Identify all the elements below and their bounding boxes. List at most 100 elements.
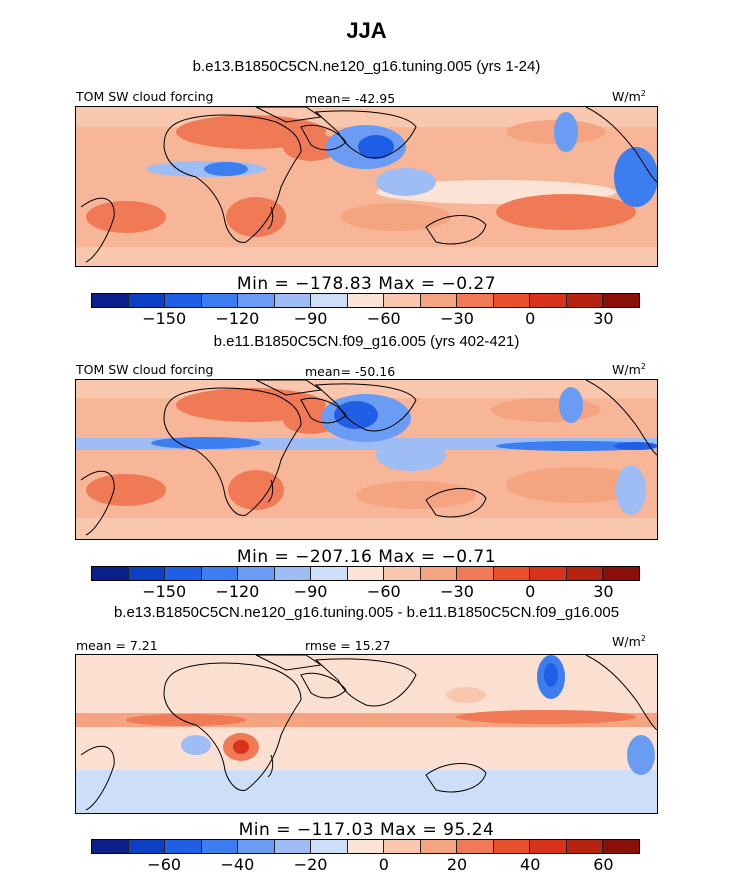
- panel3-rmse-label: rmse = 15.27: [305, 638, 391, 653]
- colorbar-tick-label: 20: [446, 855, 468, 874]
- panel3-coastlines: [80, 655, 657, 811]
- panel2-npac-blue: [559, 387, 583, 423]
- panel2-mean-label: mean= -50.16: [305, 364, 396, 379]
- panel1-units: W/m2: [612, 89, 646, 105]
- colorbar-swatch: [347, 567, 385, 580]
- panel1-map: [75, 106, 658, 267]
- colorbar-swatch: [274, 294, 312, 307]
- colorbar-swatch: [201, 567, 239, 580]
- colorbar-swatch: [347, 294, 385, 307]
- panel3-units: W/m2: [612, 634, 646, 650]
- panel2-spac-red: [506, 467, 646, 503]
- panel2-units: W/m2: [612, 362, 646, 378]
- colorbar-swatch: [530, 840, 567, 853]
- panel1-field-label: TOM SW cloud forcing: [76, 89, 214, 104]
- panel1-npac-blue: [554, 112, 578, 152]
- colorbar-swatch: [92, 840, 129, 853]
- colorbar-swatch: [201, 840, 239, 853]
- panel3-mean-label: mean = 7.21: [76, 638, 158, 653]
- colorbar-swatch: [566, 567, 604, 580]
- colorbar-swatch: [311, 294, 348, 307]
- colorbar-tick-label: 40: [520, 855, 541, 874]
- panel2-satl-red: [86, 474, 166, 506]
- colorbar-swatch: [165, 840, 202, 853]
- colorbar-swatch: [420, 567, 458, 580]
- panel1-africa-blue: [204, 162, 248, 176]
- panel2-map: [75, 379, 658, 540]
- panel2-field-label: TOM SW cloud forcing: [76, 362, 214, 377]
- panel3-minmax: Min = −117.03 Max = 95.24: [238, 820, 495, 840]
- panel3-colorbar: [91, 839, 640, 854]
- panel2-indian-red: [356, 481, 476, 509]
- panel3-gulf-guinea-blue: [181, 735, 211, 755]
- colorbar-swatch: [274, 567, 312, 580]
- colorbar-tick-label: −60: [366, 582, 401, 601]
- colorbar-tick-label: −40: [220, 855, 255, 874]
- panel1-bay-bengal-blue: [358, 135, 394, 159]
- colorbar-swatch: [384, 840, 421, 853]
- panel2-peru-blue: [616, 465, 646, 515]
- colorbar-tick-label: −60: [147, 855, 182, 874]
- page-title: JJA: [346, 18, 387, 43]
- panel2-epac-itcz-dark: [614, 442, 657, 450]
- panel3-atl-red: [126, 714, 246, 726]
- panel1-arabia-red: [283, 133, 339, 161]
- colorbar-tick-label: −150: [142, 309, 187, 328]
- panel1-spac-red: [496, 194, 636, 230]
- colorbar-swatch: [92, 567, 129, 580]
- colorbar-swatch: [530, 567, 567, 580]
- colorbar-tick-label: −90: [293, 309, 328, 328]
- colorbar-swatch: [311, 840, 348, 853]
- panel1-satl-red: [86, 201, 166, 233]
- panel2-colorbar: [91, 566, 640, 581]
- colorbar-tick-label: −90: [293, 582, 328, 601]
- panel2-npac-red: [491, 398, 601, 422]
- colorbar-swatch: [165, 294, 202, 307]
- colorbar-tick-label: 0: [525, 582, 536, 601]
- colorbar-swatch: [493, 567, 531, 580]
- colorbar-tick-label: −20: [293, 855, 328, 874]
- panel3-npac-dark-blue: [544, 663, 558, 687]
- panel1-map-svg: [76, 107, 657, 266]
- colorbar-swatch: [530, 294, 567, 307]
- colorbar-swatch: [201, 294, 239, 307]
- panel1-colorbar: [91, 293, 640, 308]
- colorbar-swatch: [603, 567, 639, 580]
- panel2-maritime-blue: [376, 439, 446, 471]
- colorbar-tick-label: −150: [142, 582, 187, 601]
- panel3-south-blue: [76, 770, 657, 813]
- colorbar-swatch: [128, 567, 166, 580]
- colorbar-tick-label: 30: [593, 582, 614, 601]
- panel2-case-title: b.e11.B1850C5CN.f09_g16.005 (yrs 402-421…: [213, 333, 520, 350]
- colorbar-tick-label: 0: [378, 855, 389, 874]
- colorbar-swatch: [457, 294, 494, 307]
- colorbar-swatch: [420, 294, 458, 307]
- panel1-mean-label: mean= -42.95: [305, 91, 396, 106]
- colorbar-swatch: [603, 294, 639, 307]
- colorbar-swatch: [493, 840, 531, 853]
- panel1-safrica-red: [226, 197, 286, 237]
- colorbar-swatch: [128, 840, 166, 853]
- panel1-maritime-blue: [376, 168, 436, 196]
- colorbar-swatch: [128, 294, 166, 307]
- panel1-case-title: b.e13.B1850C5CN.ne120_g16.tuning.005 (yr…: [192, 58, 541, 75]
- panel3-map-svg: [76, 655, 657, 813]
- colorbar-swatch: [274, 840, 312, 853]
- colorbar-swatch: [566, 294, 604, 307]
- colorbar-swatch: [92, 294, 129, 307]
- panel3-wpac-light: [446, 687, 486, 703]
- colorbar-tick-label: −30: [440, 582, 474, 601]
- colorbar-tick-label: −120: [215, 309, 260, 328]
- colorbar-tick-label: 60: [593, 855, 614, 874]
- panel2-coastlines: [80, 380, 657, 536]
- panel1-minmax: Min = −178.83 Max = −0.27: [236, 274, 497, 294]
- colorbar-swatch: [493, 294, 531, 307]
- panel2-map-svg: [76, 380, 657, 539]
- panel3-eafrica-dark-red: [233, 740, 249, 754]
- panel2-atl-itcz-blue: [151, 437, 261, 449]
- colorbar-swatch: [238, 294, 275, 307]
- panel3-pac-red: [456, 710, 636, 724]
- colorbar-swatch: [603, 840, 639, 853]
- colorbar-swatch: [457, 567, 494, 580]
- colorbar-swatch: [238, 567, 275, 580]
